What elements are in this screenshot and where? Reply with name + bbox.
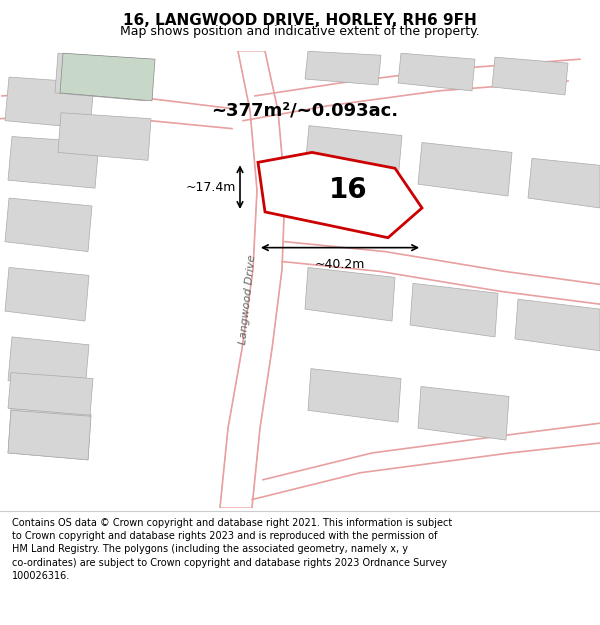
Polygon shape: [305, 268, 395, 321]
Text: ~17.4m: ~17.4m: [185, 181, 236, 194]
Polygon shape: [305, 126, 402, 180]
Polygon shape: [528, 158, 600, 208]
Text: Langwood Drive: Langwood Drive: [238, 254, 257, 344]
Polygon shape: [8, 136, 99, 188]
Text: 16: 16: [329, 176, 367, 204]
Polygon shape: [220, 51, 285, 508]
Polygon shape: [492, 58, 568, 95]
Polygon shape: [55, 53, 148, 101]
Polygon shape: [8, 337, 89, 391]
Polygon shape: [258, 152, 422, 238]
Polygon shape: [8, 410, 91, 460]
Polygon shape: [418, 386, 509, 440]
Text: Map shows position and indicative extent of the property.: Map shows position and indicative extent…: [120, 26, 480, 39]
Polygon shape: [515, 299, 600, 351]
Polygon shape: [5, 198, 92, 252]
Polygon shape: [398, 53, 475, 91]
Polygon shape: [410, 283, 498, 337]
Polygon shape: [60, 53, 155, 101]
Polygon shape: [58, 112, 151, 161]
Polygon shape: [8, 372, 93, 415]
Polygon shape: [8, 408, 91, 460]
Polygon shape: [418, 142, 512, 196]
Polygon shape: [305, 51, 381, 85]
Text: ~40.2m: ~40.2m: [315, 258, 365, 271]
Polygon shape: [308, 369, 401, 423]
Text: Contains OS data © Crown copyright and database right 2021. This information is : Contains OS data © Crown copyright and d…: [12, 518, 452, 581]
Polygon shape: [5, 268, 89, 321]
Text: ~377m²/~0.093ac.: ~377m²/~0.093ac.: [211, 102, 398, 120]
Text: 16, LANGWOOD DRIVE, HORLEY, RH6 9FH: 16, LANGWOOD DRIVE, HORLEY, RH6 9FH: [123, 12, 477, 28]
Polygon shape: [5, 77, 94, 129]
